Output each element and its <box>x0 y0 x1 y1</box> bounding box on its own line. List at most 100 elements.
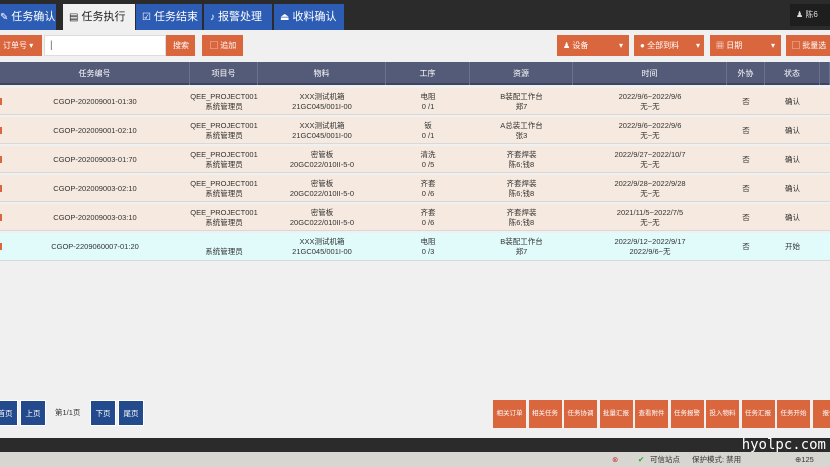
action-button[interactable]: 任务开始 <box>777 400 810 428</box>
blocked-icon: ⊗ <box>612 455 619 464</box>
table-row[interactable]: CGOP-202009003-03:10 QEE_PROJECT001 系统管理员 密… <box>0 204 830 231</box>
cell: 2021/11/5~2022/7/5 无~无 <box>616 207 684 227</box>
cell: 否 <box>742 96 750 106</box>
column-header[interactable]: 物料 <box>258 62 386 85</box>
row-marker <box>0 127 2 134</box>
column-header[interactable]: 任务编号 <box>0 62 190 85</box>
last-page-button[interactable]: 尾页 <box>118 400 144 426</box>
cell: XXX测试机箱 21GC045/001I-00 <box>292 120 352 140</box>
tab-1[interactable]: ▤ 任务执行 <box>63 4 135 30</box>
tab-2[interactable]: ☑ 任务结束 <box>136 4 202 30</box>
table-row[interactable]: CGOP-2209060007-01:20 系统管理员 XXX测试机箱 21GC045… <box>0 233 830 261</box>
cell: XXX测试机箱 21GC045/001I-00 <box>292 236 352 256</box>
column-header[interactable]: 资源 <box>470 62 573 85</box>
column-header[interactable]: 外协 <box>727 62 765 85</box>
first-page-button[interactable]: 首页 <box>0 400 18 426</box>
square-icon: ▢ <box>792 41 800 50</box>
zoom-icon: ⊕ <box>795 455 802 464</box>
cell: CGOP-2209060007-01:20 <box>51 241 139 251</box>
action-button[interactable]: 投入物料 <box>706 400 739 428</box>
cell: 电阻 0 /1 <box>420 91 436 111</box>
tab-3[interactable]: ♪ 报警处理 <box>204 4 272 30</box>
action-button[interactable]: 任务协调 <box>564 400 597 428</box>
date-dropdown[interactable]: ▦ 日期 ▾ <box>710 35 781 56</box>
row-marker <box>0 98 2 105</box>
cell: CGOP-202009003-02:10 <box>53 183 137 193</box>
cell: QEE_PROJECT001 系统管理员 <box>190 91 258 111</box>
search-input[interactable]: | <box>44 35 166 56</box>
inbox-icon: ⏏ <box>280 12 290 23</box>
cell: 确认 <box>785 183 800 193</box>
cell: 电阻 0 /3 <box>420 236 436 256</box>
cell: XXX测试机箱 21GC045/001I-00 <box>292 91 352 111</box>
edit-icon: ✎ <box>0 12 9 23</box>
cell: 否 <box>742 241 750 251</box>
row-marker <box>0 156 2 163</box>
table-row[interactable]: CGOP-202009001-01:30 QEE_PROJECT001 系统管理员 X… <box>0 88 830 115</box>
cell: 齐套焊装 陈6;钱8 <box>506 149 537 169</box>
cell: 清洗 0 /5 <box>420 149 436 169</box>
cell: 密管板 20GC022/010II-5-0 <box>289 178 355 198</box>
user-menu[interactable]: ♟ 陈6 <box>790 4 830 26</box>
action-button[interactable]: 相关任务 <box>528 400 562 428</box>
cell: 2022/9/6~2022/9/6 无~无 <box>618 120 682 140</box>
column-header[interactable]: 时间 <box>573 62 727 85</box>
document-icon: ▤ <box>69 12 79 23</box>
cell: QEE_PROJECT001 系统管理员 <box>190 207 258 227</box>
search-button[interactable]: 搜索 <box>166 35 195 56</box>
table-row[interactable]: CGOP-202009003-02:10 QEE_PROJECT001 系统管理员 密… <box>0 175 830 202</box>
prev-page-button[interactable]: 上页 <box>20 400 46 426</box>
row-marker <box>0 185 2 192</box>
cell: 密管板 20GC022/010II-5-0 <box>289 207 355 227</box>
action-button[interactable]: 任务汇报 <box>741 400 775 428</box>
action-button[interactable]: 查看附件 <box>635 400 668 428</box>
watermark: hyolpc.com <box>741 437 826 453</box>
materials-dropdown[interactable]: ● 全部到料 ▾ <box>634 35 704 56</box>
cell: 确认 <box>785 96 800 106</box>
cell: 否 <box>742 154 750 164</box>
bell-icon: ♪ <box>210 12 215 23</box>
cell: 确认 <box>785 125 800 135</box>
cell: 2022/9/6~2022/9/6 无~无 <box>618 91 682 111</box>
cell: 开始 <box>785 241 800 251</box>
column-header[interactable]: 工序 <box>386 62 470 85</box>
cell: 否 <box>742 125 750 135</box>
cell: 系统管理员 <box>205 246 243 256</box>
cell: 否 <box>742 212 750 222</box>
table-row[interactable]: CGOP-202009001-02:10 QEE_PROJECT001 系统管理员 X… <box>0 117 830 144</box>
action-button[interactable]: 相关订单 <box>493 400 526 428</box>
column-header[interactable]: 项目号 <box>190 62 258 85</box>
table-row[interactable]: CGOP-202009003-01:70 QEE_PROJECT001 系统管理员 密… <box>0 146 830 173</box>
next-page-button[interactable]: 下页 <box>90 400 116 426</box>
action-button[interactable]: 批量汇报 <box>599 400 633 428</box>
action-button[interactable]: 任务报警 <box>670 400 704 428</box>
add-button[interactable]: ▢ 追加 <box>202 35 243 56</box>
zoom-level[interactable]: ⊕125 <box>795 455 814 464</box>
cell: CGOP-202009003-01:70 <box>53 154 137 164</box>
action-button[interactable]: 报告 <box>812 400 830 428</box>
column-header[interactable] <box>820 62 830 85</box>
square-icon: ▢ <box>210 41 218 50</box>
equipment-dropdown[interactable]: ♟ 设备 ▾ <box>557 35 629 56</box>
cell: 齐套 0 /6 <box>420 178 436 198</box>
calendar-icon: ▦ <box>716 41 724 50</box>
column-header[interactable]: 状态 <box>765 62 820 85</box>
browser-status-bar: ⊗ ✔ 可信站点 保护模式: 禁用 ⊕125 <box>0 452 830 467</box>
cell: A总装工作台 张3 <box>500 120 543 140</box>
order-number-dropdown[interactable]: 订单号 ▾ <box>0 35 42 56</box>
tab-4[interactable]: ⏏ 收料确认 <box>274 4 344 30</box>
cell: QEE_PROJECT001 系统管理员 <box>190 178 258 198</box>
cell: B装配工作台 郑7 <box>500 91 543 111</box>
cell: 齐套焊装 陈6;钱8 <box>506 178 537 198</box>
cell: 齐套焊装 陈6;钱8 <box>506 207 537 227</box>
users-icon: ♟ <box>563 41 571 50</box>
tab-0[interactable]: ✎ 任务确认 <box>0 4 56 30</box>
cell: 密管板 20GC022/010II-5-0 <box>289 149 355 169</box>
alert-icon: ● <box>640 41 645 50</box>
batch-select-button[interactable]: ▢ 批量选 <box>786 35 830 56</box>
caret-down-icon: ▾ <box>618 41 623 50</box>
cell: 2022/9/12~2022/9/17 2022/9/6~无 <box>614 236 686 256</box>
check-icon: ✔ <box>638 455 645 464</box>
cell: 否 <box>742 183 750 193</box>
